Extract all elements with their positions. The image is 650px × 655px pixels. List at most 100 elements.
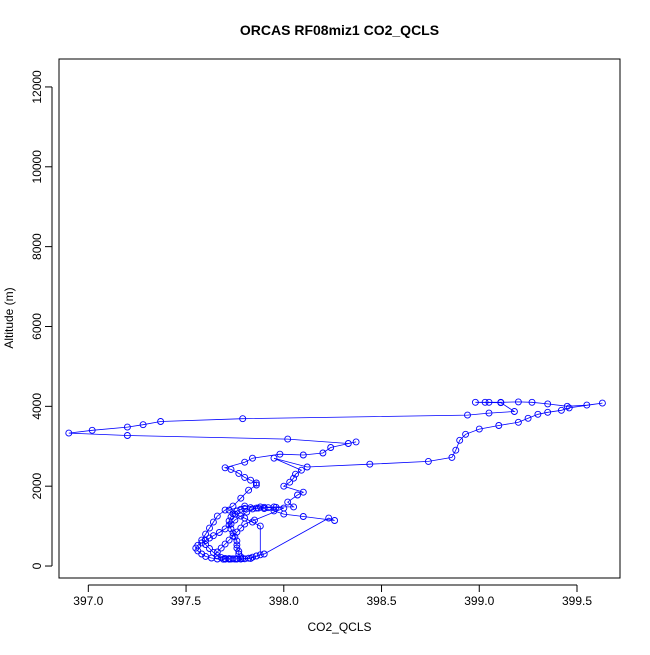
data-point bbox=[225, 555, 233, 563]
x-tick-label: 399.5 bbox=[562, 594, 592, 608]
data-point bbox=[598, 399, 606, 407]
data-point bbox=[319, 449, 327, 457]
data-point bbox=[157, 418, 165, 425]
data-point bbox=[264, 504, 272, 512]
data-point bbox=[565, 404, 573, 412]
data-point bbox=[237, 494, 245, 502]
data-point bbox=[202, 530, 210, 538]
data-point bbox=[215, 529, 223, 536]
data-point bbox=[231, 510, 239, 518]
data-point bbox=[252, 552, 260, 560]
data-point bbox=[299, 451, 307, 459]
data-point bbox=[495, 422, 503, 429]
data-point bbox=[299, 488, 307, 496]
data-point bbox=[352, 438, 360, 446]
data-point bbox=[237, 555, 245, 563]
data-point bbox=[534, 410, 542, 418]
data-point bbox=[239, 415, 247, 423]
data-point bbox=[563, 402, 571, 410]
data-point bbox=[235, 469, 243, 477]
data-point bbox=[139, 421, 147, 429]
data-point bbox=[514, 418, 522, 426]
y-tick-label: 10000 bbox=[30, 150, 44, 184]
data-point bbox=[452, 446, 460, 454]
plot-frame bbox=[58, 58, 621, 579]
data-point bbox=[528, 398, 536, 406]
data-point bbox=[297, 466, 305, 474]
data-point bbox=[213, 512, 221, 520]
data-point bbox=[366, 460, 374, 468]
data-point bbox=[225, 506, 233, 514]
data-point bbox=[241, 502, 249, 510]
data-point bbox=[229, 532, 237, 540]
x-tick-label: 398.0 bbox=[269, 594, 299, 608]
data-point bbox=[524, 414, 532, 422]
data-point bbox=[514, 398, 522, 406]
data-point bbox=[221, 506, 229, 514]
data-point bbox=[247, 554, 255, 562]
data-point bbox=[464, 411, 471, 419]
data-point bbox=[424, 457, 432, 465]
x-tick-label: 399.0 bbox=[464, 594, 494, 608]
data-point bbox=[583, 401, 591, 409]
data-point bbox=[475, 425, 483, 433]
data-point bbox=[252, 481, 260, 489]
data-point bbox=[280, 504, 288, 512]
data-point bbox=[225, 536, 233, 544]
data-point bbox=[213, 552, 221, 560]
x-axis-label: CO2_QCLS bbox=[307, 620, 371, 634]
series-line bbox=[68, 401, 603, 560]
data-point bbox=[202, 552, 210, 560]
data-point bbox=[227, 520, 235, 528]
data-point bbox=[209, 518, 217, 526]
data-point bbox=[256, 551, 264, 559]
data-point bbox=[331, 517, 339, 524]
data-point bbox=[221, 540, 229, 548]
data-point bbox=[247, 476, 255, 484]
data-point bbox=[327, 444, 335, 451]
data-point bbox=[256, 503, 264, 511]
data-point bbox=[217, 544, 225, 552]
data-point bbox=[284, 435, 292, 443]
data-point bbox=[249, 518, 256, 526]
data-point bbox=[198, 536, 206, 544]
data-point bbox=[241, 505, 249, 512]
data-point bbox=[251, 516, 258, 524]
co2-series bbox=[65, 398, 606, 563]
data-point bbox=[485, 398, 493, 406]
y-tick-label: 12000 bbox=[30, 70, 44, 104]
x-tick-label: 398.5 bbox=[367, 594, 397, 608]
data-point bbox=[544, 408, 552, 416]
data-point bbox=[237, 524, 245, 532]
data-point bbox=[325, 514, 333, 522]
data-point bbox=[123, 423, 131, 431]
x-axis: 397.0 397.5 398.0 398.5 399.0 399.5 bbox=[73, 584, 592, 608]
data-point bbox=[233, 541, 241, 549]
y-axis-label: Altitude (m) bbox=[2, 287, 16, 348]
data-point bbox=[233, 528, 241, 536]
data-point bbox=[303, 463, 311, 471]
data-point bbox=[462, 430, 470, 438]
y-tick-label: 2000 bbox=[30, 473, 44, 500]
data-point bbox=[221, 554, 229, 562]
y-tick-label: 0 bbox=[30, 562, 44, 569]
data-point bbox=[286, 478, 294, 486]
data-point bbox=[497, 399, 505, 407]
data-point bbox=[221, 525, 229, 533]
data-point bbox=[229, 555, 237, 563]
data-point bbox=[241, 458, 249, 466]
data-point bbox=[202, 541, 210, 548]
data-point bbox=[544, 400, 552, 408]
data-point bbox=[227, 465, 235, 473]
data-point bbox=[237, 553, 245, 561]
data-point bbox=[206, 545, 213, 552]
data-point bbox=[229, 502, 237, 510]
data-point bbox=[245, 486, 253, 494]
data-point bbox=[456, 436, 464, 444]
data-point bbox=[280, 482, 288, 490]
data-point bbox=[276, 450, 284, 458]
data-point bbox=[252, 479, 260, 487]
data-point bbox=[241, 473, 249, 481]
